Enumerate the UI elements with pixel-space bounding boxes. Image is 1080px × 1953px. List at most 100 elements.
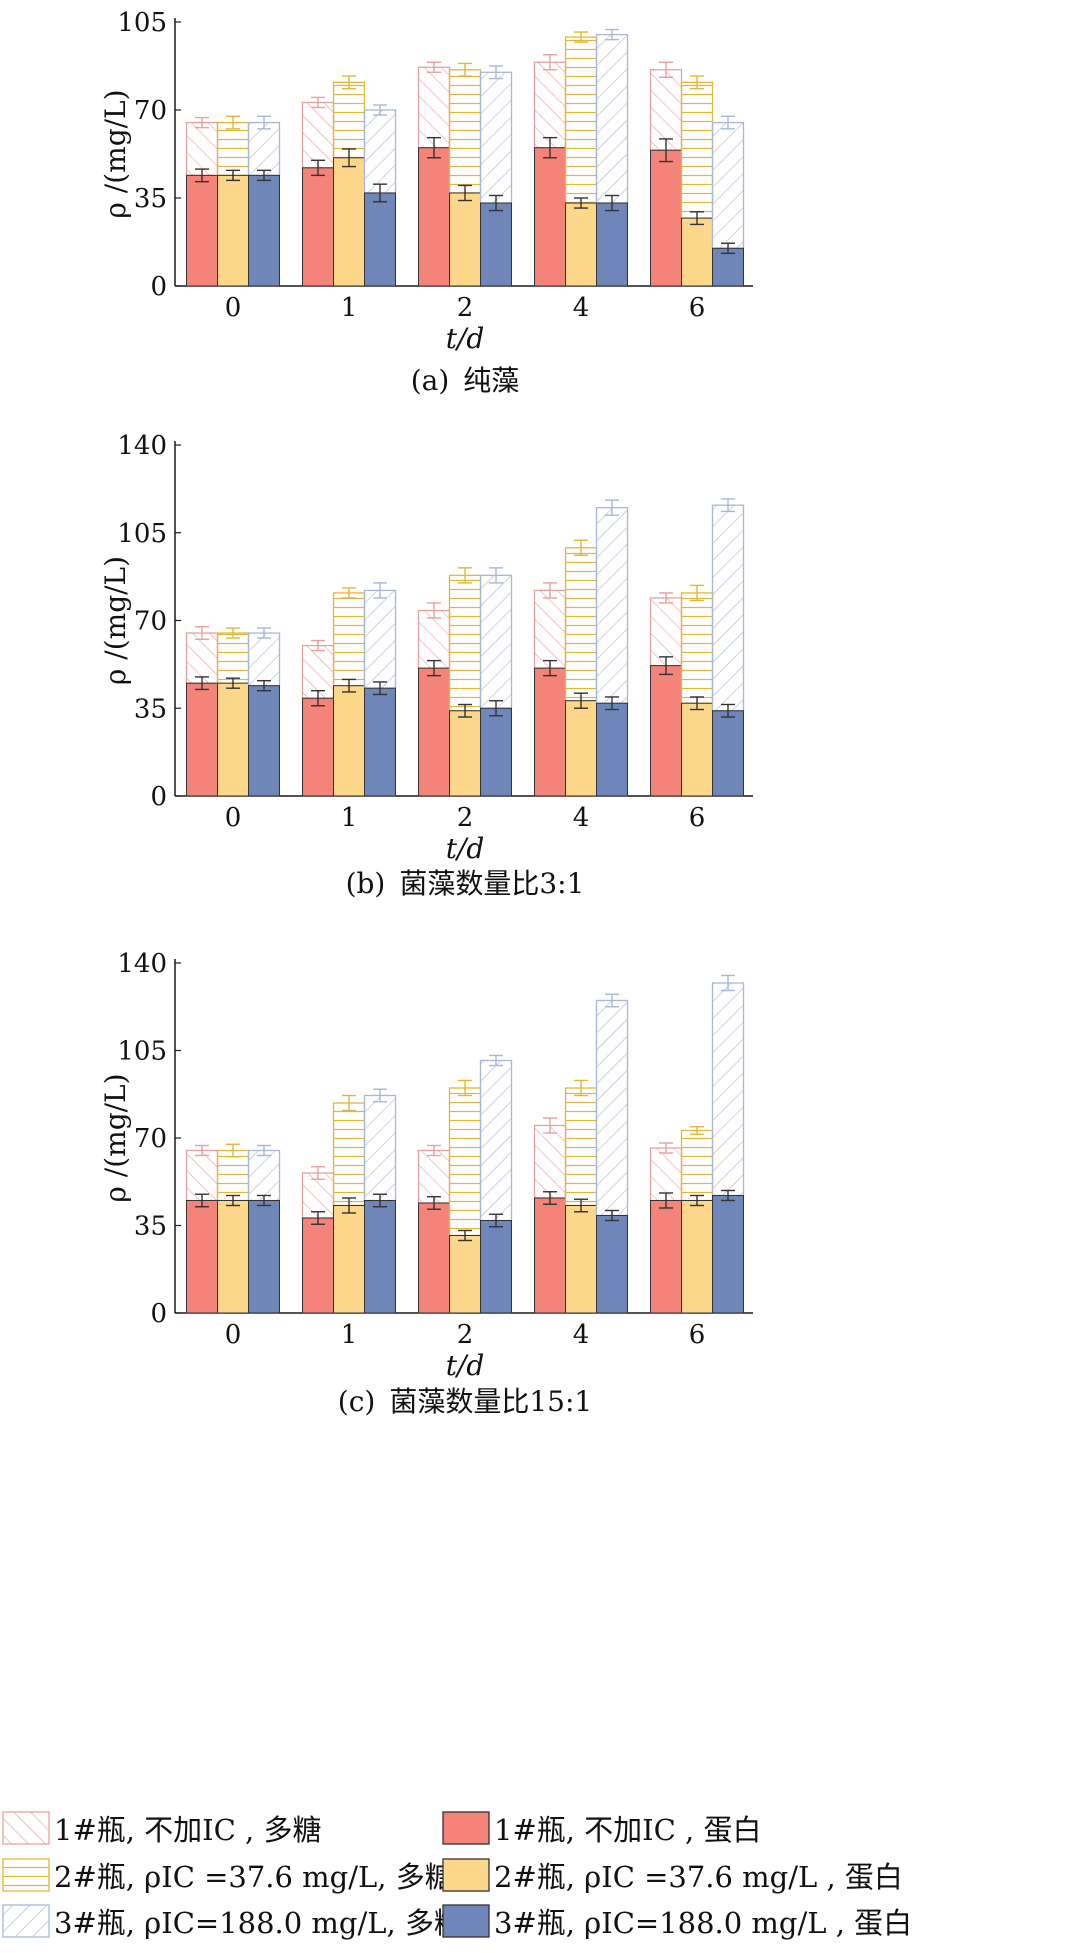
- error-bar-protein-s3-4: [605, 696, 619, 711]
- error-bar-total-s2-4: [574, 1079, 588, 1097]
- bar-polysaccharide-s1-4: [533, 589, 567, 669]
- panel-caption: (c) 菌藻数量比15:1: [338, 1385, 592, 1418]
- legend-item-s1-protein: 1#瓶, 不加IC , 蛋白: [442, 1811, 762, 1847]
- bar-polysaccharide-s1-0: [185, 121, 219, 177]
- bar-protein-s1-1: [302, 697, 334, 797]
- bar-protein-s2-4: [565, 202, 597, 287]
- y-tick-label: 140: [117, 949, 167, 979]
- panel-caption-text: 菌藻数量比15:1: [389, 1385, 592, 1418]
- error-bar-total-s2-6: [690, 1126, 704, 1135]
- error-bar-protein-s1-4: [543, 659, 557, 677]
- x-tick-label: 4: [573, 1320, 590, 1350]
- error-bar-total-s1-4: [543, 582, 557, 599]
- error-bar-total-s1-1: [311, 639, 325, 652]
- error-bar-protein-s3-6: [721, 703, 735, 718]
- bar-polysaccharide-s1-6: [649, 69, 683, 151]
- y-axis-label: ρ /(mg/L): [99, 89, 132, 218]
- bar-polysaccharide-s3-4: [595, 999, 629, 1217]
- x-tick-label: 6: [689, 803, 706, 833]
- bar-protein-s2-6: [681, 217, 713, 287]
- error-bar-total-s2-1: [342, 75, 356, 90]
- bar-polysaccharide-s3-1: [363, 589, 397, 689]
- x-tick-label: 2: [457, 803, 474, 833]
- error-bar-total-s3-4: [605, 993, 619, 1008]
- legend-label: 3#瓶, ρIC=188.0 mg/L, 多糖: [54, 1906, 463, 1940]
- legend-swatch: [442, 1858, 490, 1892]
- error-bar-total-s3-0: [257, 115, 271, 130]
- x-tick-label: 2: [457, 1320, 474, 1350]
- error-bar-total-s1-1: [311, 1166, 325, 1180]
- x-tick-label: 4: [573, 803, 590, 833]
- legend: 1#瓶, 不加IC , 多糖 1#瓶, 不加IC , 蛋白 2#瓶, ρIC =37…: [2, 1811, 912, 1940]
- legend-item-s3-polysaccharide: 3#瓶, ρIC=188.0 mg/L, 多糖: [2, 1904, 463, 1940]
- error-bar-protein-s2-1: [342, 1197, 356, 1214]
- error-bar-total-s3-2: [489, 65, 503, 80]
- y-tick-label: 105: [117, 8, 167, 38]
- error-bar-protein-s2-2: [458, 184, 472, 202]
- y-tick-label: 0: [150, 782, 167, 812]
- error-bar-protein-s1-0: [195, 676, 209, 691]
- y-tick-label: 70: [134, 96, 167, 126]
- bar-polysaccharide-s1-4: [533, 1124, 567, 1199]
- series-s3: [247, 28, 745, 287]
- error-bar-total-s1-4: [543, 53, 557, 71]
- error-bar-total-s2-4: [574, 31, 588, 43]
- bar-protein-s2-0: [217, 682, 249, 797]
- error-bar-protein-s3-2: [489, 700, 503, 717]
- bar-polysaccharide-s2-2: [448, 1087, 482, 1237]
- bar-polysaccharide-s3-1: [363, 109, 397, 194]
- bar-protein-s3-2: [480, 1220, 512, 1314]
- legend-label: 1#瓶, 不加IC , 蛋白: [494, 1813, 762, 1847]
- x-tick-label: 1: [341, 803, 358, 833]
- legend-swatch: [2, 1858, 50, 1892]
- error-bar-protein-s2-1: [342, 678, 356, 693]
- error-bar-protein-s2-2: [458, 703, 472, 718]
- error-bar-protein-s1-1: [311, 159, 325, 177]
- error-bar-total-s3-1: [373, 1088, 387, 1103]
- bar-polysaccharide-s2-6: [680, 1129, 714, 1202]
- bar-protein-s1-2: [418, 667, 450, 797]
- y-axis-label: ρ /(mg/L): [99, 556, 132, 685]
- error-bar-total-s1-0: [195, 626, 209, 641]
- series-s2: [216, 1079, 714, 1314]
- error-bar-protein-s3-4: [605, 1209, 619, 1222]
- error-bar-protein-s3-2: [489, 194, 503, 212]
- error-bar-total-s1-2: [427, 602, 441, 619]
- bar-protein-s3-1: [364, 1200, 396, 1314]
- error-bar-total-s3-6: [721, 498, 735, 513]
- panel-caption-text: 纯藻: [463, 364, 519, 397]
- error-bar-total-s1-6: [659, 592, 673, 604]
- legend-swatch: [2, 1904, 50, 1938]
- error-bar-total-s2-1: [342, 587, 356, 599]
- error-bar-protein-s3-6: [721, 242, 735, 255]
- bar-polysaccharide-s3-4: [595, 507, 629, 704]
- bar-protein-s3-2: [480, 202, 512, 287]
- y-axis-label: ρ /(mg/L): [99, 1073, 132, 1202]
- bar-polysaccharide-s1-2: [417, 1149, 451, 1204]
- error-bar-protein-s3-0: [257, 1194, 271, 1207]
- bar-protein-s2-2: [449, 192, 481, 287]
- error-bar-total-s1-6: [659, 61, 673, 79]
- error-bar-protein-s1-0: [195, 168, 209, 183]
- error-bar-protein-s2-1: [342, 148, 356, 168]
- bar-protein-s2-0: [217, 1200, 249, 1314]
- error-bar-protein-s1-6: [659, 656, 673, 676]
- bar-protein-s3-4: [596, 702, 628, 797]
- series-s2: [216, 539, 714, 797]
- error-bar-protein-s1-1: [311, 1211, 325, 1225]
- bar-protein-s1-6: [650, 665, 682, 797]
- error-bar-total-s3-1: [373, 104, 387, 116]
- bar-protein-s1-2: [418, 1202, 450, 1314]
- x-tick-label: 6: [689, 1320, 706, 1350]
- bar-polysaccharide-s1-0: [185, 1149, 219, 1202]
- error-bar-total-s1-0: [195, 116, 209, 129]
- error-bar-total-s1-2: [427, 61, 441, 73]
- error-bar-total-s1-6: [659, 1142, 673, 1154]
- bar-protein-s1-1: [302, 167, 334, 287]
- x-tick-label: 0: [225, 1320, 242, 1350]
- error-bar-total-s2-0: [226, 627, 240, 639]
- error-bar-total-s2-6: [690, 75, 704, 90]
- bar-polysaccharide-s3-0: [247, 121, 281, 177]
- bar-polysaccharide-s2-0: [216, 1149, 250, 1202]
